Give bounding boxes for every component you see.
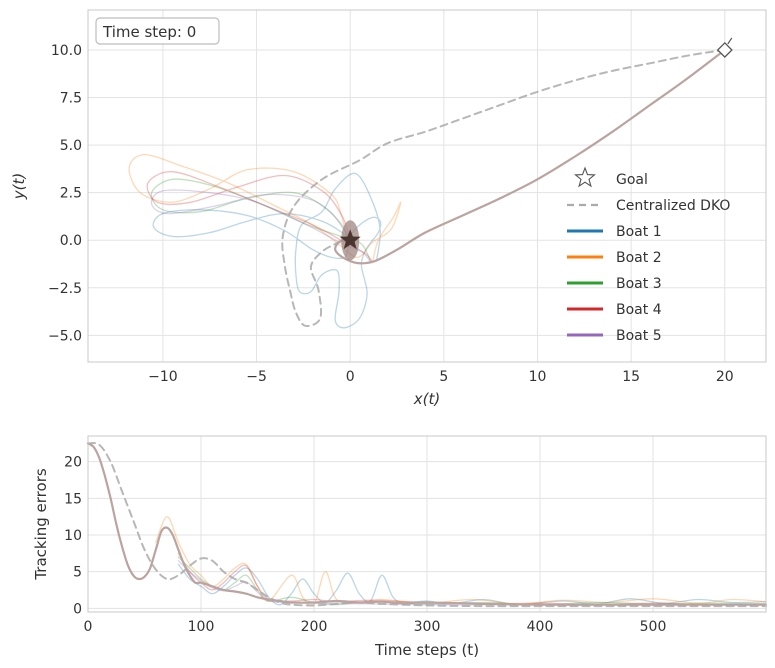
legend-item: Boat 5 <box>567 328 662 344</box>
legend-label: Boat 5 <box>616 328 662 344</box>
legend-item: Centralized DKO <box>567 198 730 214</box>
y-tick-label: 10.0 <box>51 43 82 59</box>
boat-trajectory-line <box>146 171 374 263</box>
boat-trajectory-line <box>128 153 402 263</box>
x-tick-label: 200 <box>301 619 328 635</box>
legend-label: Boat 4 <box>616 302 662 318</box>
legend-label: Boat 1 <box>616 224 662 240</box>
centralized-dko-line <box>281 49 726 328</box>
tick-labels: 0 100 200 300 400 500 0 5 10 15 20 <box>64 455 666 635</box>
y-tick-label: 5.0 <box>60 138 82 154</box>
legend: Goal Centralized DKO Boat 1 Boat 2 Boat 3 Boa… <box>567 166 730 344</box>
annotation-box <box>95 17 220 45</box>
trajectory-plot: −10 −5 0 5 10 15 20 −5.0 −2.5 0.0 2.5 5.0 7.5 10.0 x(… <box>10 9 767 408</box>
x-tick-label: 0 <box>84 619 93 635</box>
series-group <box>86 442 768 608</box>
time-step-annotation: Time step: 0 <box>95 17 220 45</box>
legend-label: Centralized DKO <box>616 198 730 214</box>
annotation-text: Time step: 0 <box>102 23 196 41</box>
y-tick-label: 20 <box>64 455 82 471</box>
y-axis-label: Tracking errors <box>32 468 50 581</box>
legend-item: Boat 2 <box>567 250 662 266</box>
legend-item: Boat 3 <box>567 276 662 292</box>
legend-label: Boat 2 <box>616 250 662 266</box>
y-tick-label: 2.5 <box>60 186 82 202</box>
boat-trajectory-line <box>152 172 382 329</box>
boat-trajectory-line <box>150 189 372 263</box>
x-tick-label: 400 <box>527 619 554 635</box>
legend-label: Goal <box>616 172 648 188</box>
x-tick-label: −5 <box>246 369 267 385</box>
x-axis-label: Time steps (t) <box>374 641 479 659</box>
legend-item: Boat 1 <box>567 224 662 240</box>
y-tick-label: −2.5 <box>48 281 82 297</box>
grid <box>87 436 766 612</box>
tick-labels: −10 −5 0 5 10 15 20 −5.0 −2.5 0.0 2.5 5.0 7.5 10.0 <box>48 43 734 385</box>
x-tick-label: 5 <box>439 369 448 385</box>
y-tick-label: 5 <box>73 565 82 581</box>
x-tick-label: 500 <box>640 619 667 635</box>
mean-trajectory-line <box>86 442 768 606</box>
start-boat-icon <box>716 41 733 58</box>
y-tick-label: 7.5 <box>60 91 82 107</box>
x-tick-label: 20 <box>716 369 734 385</box>
boat-trajectory-line <box>150 178 372 263</box>
x-tick-label: 100 <box>188 619 215 635</box>
y-tick-label: 0 <box>73 601 82 617</box>
y-axis-label: y(t) <box>10 173 28 200</box>
legend-label: Boat 3 <box>616 276 662 292</box>
x-axis-label: x(t) <box>413 390 440 408</box>
x-tick-label: 300 <box>414 619 441 635</box>
plot-area <box>88 10 766 362</box>
x-tick-label: 15 <box>622 369 640 385</box>
series-group <box>128 48 726 329</box>
legend-star-icon <box>574 166 596 188</box>
legend-item: Goal <box>574 166 648 188</box>
legend-item: Boat 4 <box>567 302 662 318</box>
marker-group <box>339 37 733 261</box>
plot-frame <box>87 435 767 613</box>
y-tick-label: 15 <box>64 491 82 507</box>
x-tick-label: 10 <box>529 369 547 385</box>
x-tick-label: −10 <box>148 369 178 385</box>
y-tick-label: −5.0 <box>48 328 82 344</box>
centralized-dko-line <box>87 442 767 608</box>
grid <box>88 10 766 362</box>
start-heading-icon <box>727 37 733 45</box>
y-tick-label: 0.0 <box>60 233 82 249</box>
x-tick-label: 0 <box>346 369 355 385</box>
mean-trajectory-line <box>334 48 726 265</box>
plot-frame <box>87 9 767 363</box>
y-tick-label: 10 <box>64 528 82 544</box>
goal-star-icon <box>339 229 361 250</box>
